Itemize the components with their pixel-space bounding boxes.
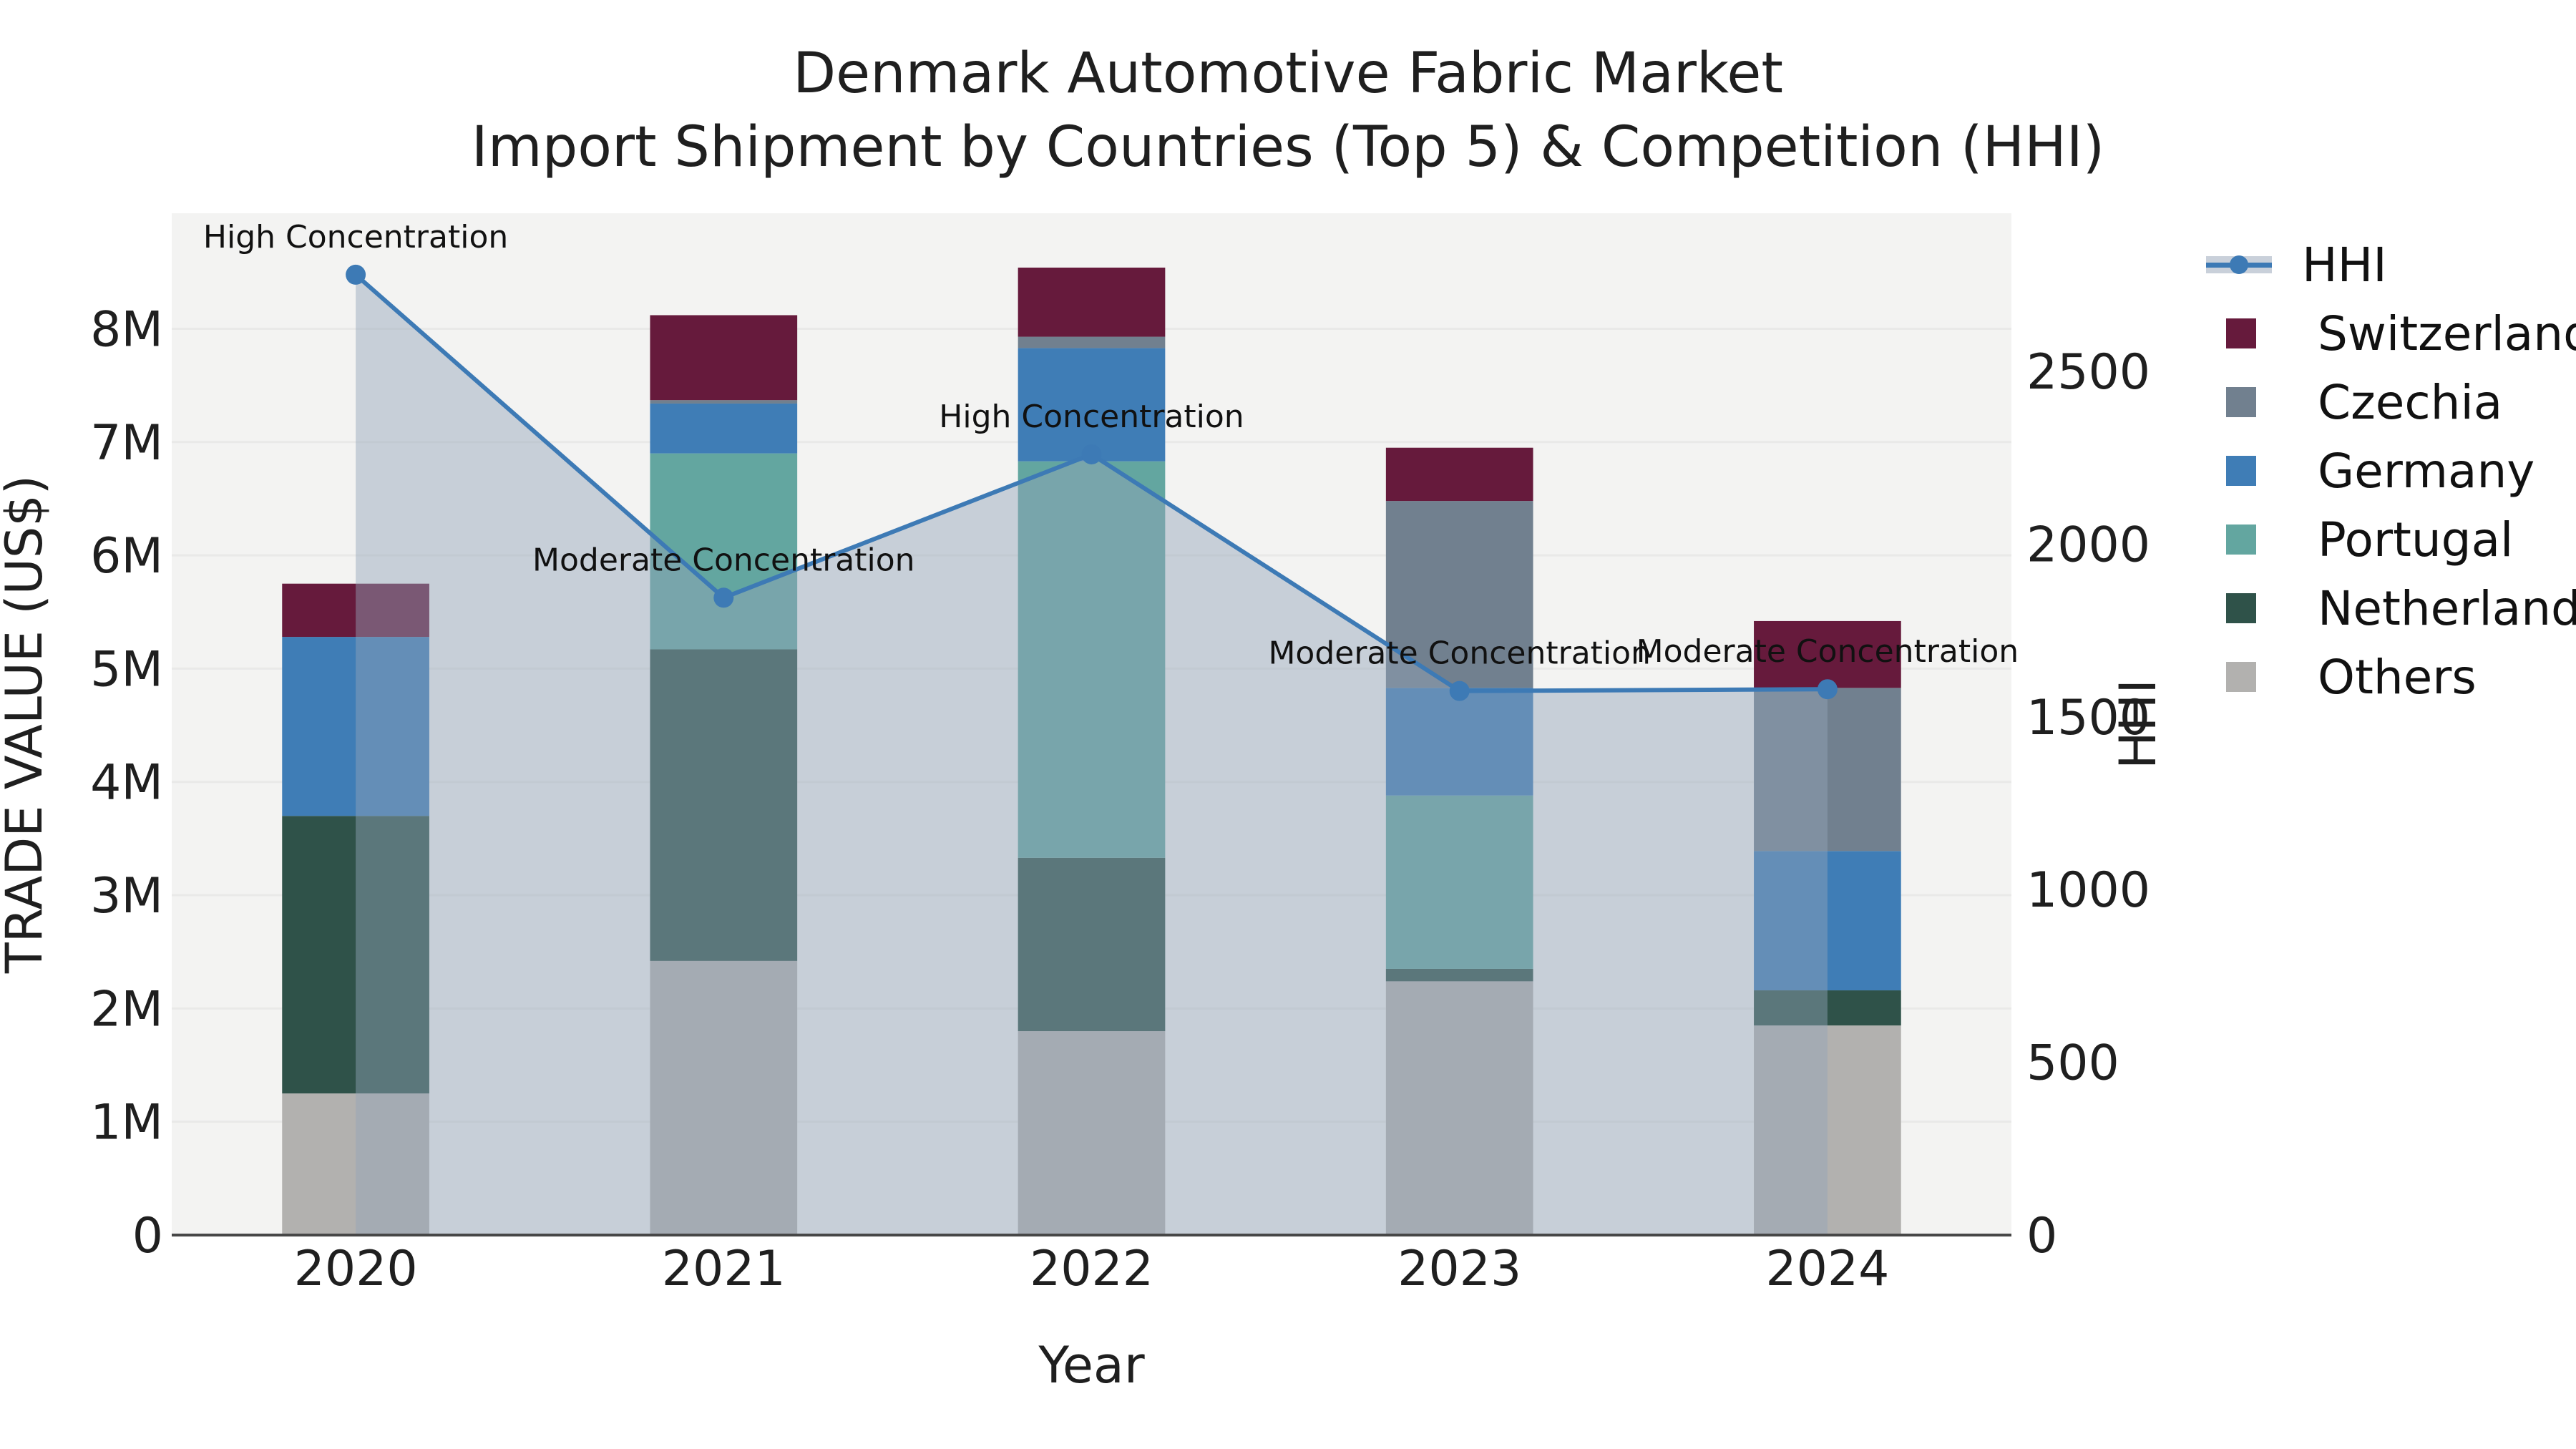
bar-segment-2021-switzerland [650,315,798,401]
y-left-tick-label: 8M [90,301,163,358]
hhi-annotation: Moderate Concentration [1268,635,1651,672]
legend-swatch-others [2226,662,2256,692]
legend-item-switzerland: Switzerland [2206,299,2576,368]
legend-item-germany: Germany [2206,436,2576,505]
legend-label-hhi: HHI [2302,237,2387,293]
legend-item-others: Others [2206,643,2576,711]
chart-title: Denmark Automotive Fabric Market Import … [0,37,2576,185]
legend-label-germany: Germany [2318,443,2535,499]
y-left-tick-label: 2M [90,981,163,1038]
bar-segment-2022-switzerland [1018,267,1166,337]
y-right-tick-label: 500 [2026,1035,2119,1092]
bar-segment-2021-czechia [650,400,798,404]
bar-segment-2020-netherlands [282,816,429,1094]
y-left-tick-label: 6M [90,528,163,585]
legend-label-portugal: Portugal [2318,512,2514,567]
bar-segment-2023-switzerland [1385,447,1533,502]
bar-segment-2022-others [1018,1031,1166,1235]
x-tick-label: 2023 [1397,1241,1521,1297]
legend-label-netherlands: Netherlands [2318,580,2576,636]
hhi-point-2021 [713,587,734,608]
y-right-tick-label: 2000 [2026,517,2150,573]
x-tick-label: 2021 [662,1241,786,1297]
y-left-tick-label: 0 [132,1208,163,1264]
x-tick-label: 2024 [1765,1241,1889,1297]
hhi-point-2023 [1449,680,1470,701]
bar-segment-2021-others [650,960,798,1235]
bar-segment-2023-portugal [1385,795,1533,969]
x-tick-label: 2020 [294,1241,418,1297]
bar-segment-2024-switzerland [1754,620,1901,688]
y-left-tick-label: 1M [90,1095,163,1151]
bar-segment-2023-czechia [1385,501,1533,688]
y-right-tick-label: 0 [2026,1208,2057,1264]
bar-segment-2020-germany [282,637,429,816]
bar-segment-2022-netherlands [1018,857,1166,1032]
y-right-tick-label: 2500 [2026,344,2150,401]
legend-swatch-portugal [2226,525,2256,555]
bar-segment-2020-switzerland [282,583,429,638]
chart-title-line1: Denmark Automotive Fabric Market [793,42,1783,106]
hhi-annotation: High Concentration [203,219,508,255]
legend-label-czechia: Czechia [2318,374,2503,430]
hhi-area [356,274,1828,1235]
bar-segment-2020-others [282,1093,429,1235]
legend-item-netherlands: Netherlands [2206,574,2576,643]
legend-swatch-switzerland [2226,318,2256,348]
bar-segment-2021-portugal [650,453,798,650]
hhi-annotation: High Concentration [939,399,1244,435]
y-left-tick-label: 5M [90,641,163,698]
legend-item-czechia: Czechia [2206,368,2576,436]
y-right-tick-label: 1000 [2026,862,2150,919]
bar-segment-2024-netherlands [1754,990,1901,1026]
hhi-point-2024 [1817,679,1838,700]
legend-hhi-sample [2206,250,2287,280]
x-axis-title: Year [1038,1336,1144,1395]
bar-segment-2022-portugal [1018,461,1166,858]
bar-segment-2021-netherlands [650,649,798,961]
bar-segment-2023-others [1385,981,1533,1235]
hhi-point-2020 [346,264,366,285]
legend: HHI Switzerland Czechia Germany Portugal… [2206,230,2576,711]
legend-item-hhi: HHI [2206,230,2576,299]
y-left-axis-title: TRADE VALUE (US$) [0,475,54,974]
hhi-point-2022 [1081,444,1102,464]
legend-label-others: Others [2318,649,2477,705]
hhi-annotation: Moderate Concentration [1636,633,2019,670]
bar-segment-2024-others [1754,1025,1901,1235]
bar-segment-2023-netherlands [1385,968,1533,982]
y-left-tick-label: 3M [90,868,163,924]
y-left-tick-label: 4M [90,755,163,811]
hhi-marker-swatch [2230,255,2248,274]
y-right-axis-title: HHI [2109,679,2167,769]
y-left-tick-label: 7M [90,415,163,472]
x-tick-label: 2022 [1030,1241,1153,1297]
bar-segment-2024-czechia [1754,688,1901,852]
legend-label-switzerland: Switzerland [2318,306,2576,361]
hhi-line-sample-icon [2206,250,2272,280]
legend-swatch-germany [2226,456,2256,486]
hhi-annotation: Moderate Concentration [532,542,915,578]
bar-segment-2022-germany [1018,348,1166,462]
bar-segment-2022-czechia [1018,336,1166,348]
bar-segment-2023-germany [1385,688,1533,796]
legend-item-portugal: Portugal [2206,505,2576,574]
bar-segment-2021-germany [650,403,798,454]
legend-swatch-czechia [2226,387,2256,417]
bar-segment-2024-germany [1754,851,1901,991]
legend-swatch-netherlands [2226,593,2256,623]
y-right-tick-label: 1500 [2026,690,2150,746]
chart-title-line2: Import Shipment by Countries (Top 5) & C… [471,114,2105,180]
